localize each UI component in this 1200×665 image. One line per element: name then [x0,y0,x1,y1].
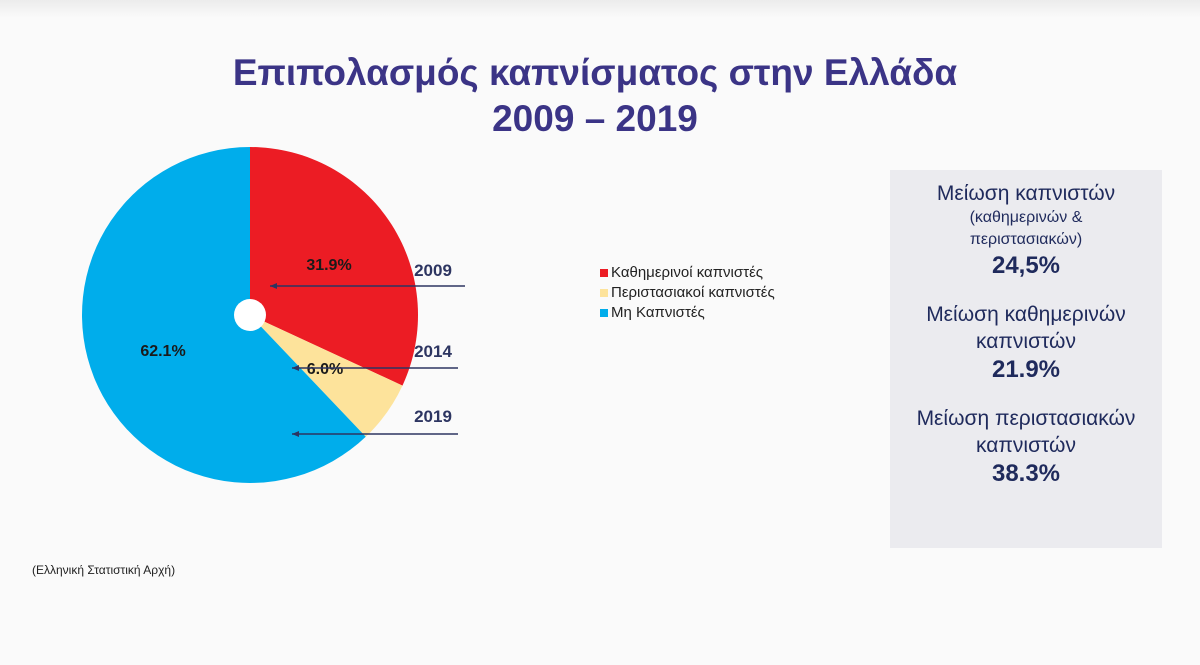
data-label: 31.9% [306,257,351,274]
year-annotation: 2009 [414,261,452,280]
arrow-head-icon [292,431,299,437]
year-annotation: 2014 [414,342,452,361]
reduction-smokers-value: 24,5% [991,252,1061,279]
legend-item-nonsmokers: Μη Καπνιστές [600,303,775,323]
year-annotation: 2019 [414,407,452,426]
reduction-daily-value: 21.9% [991,356,1061,383]
pie-center-hole [234,299,266,331]
reduction-daily-heading: καπνιστών [976,330,1076,353]
reduction-occasional-heading: Μείωση περιστασιακών [916,407,1136,430]
chart-title: Επιπολασμός καπνίσματος στην Ελλάδα [232,52,958,93]
data-label: 6.0% [307,361,343,378]
legend-swatch [600,309,608,317]
arrow-head-icon [270,283,277,289]
chart-subtitle: 2009 – 2019 [492,98,698,139]
pie-slice-3 [82,147,366,483]
legend-item-daily: Καθημερινοί καπνιστές [600,263,775,283]
reduction-daily-heading: Μείωση καθημερινών [926,303,1126,326]
arrow-head-icon [292,365,299,371]
source-note: (Ελληνική Στατιστική Αρχή) [32,563,176,577]
pie-slice-2 [250,315,403,437]
reduction-smokers-sub: περιστασιακών) [969,231,1083,248]
legend-swatch [600,289,608,297]
reduction-occasional-value: 38.3% [991,460,1061,487]
reduction-smokers-heading: Μείωση καπνιστών [936,182,1116,205]
top-bar [0,0,1200,18]
legend-swatch [600,269,608,277]
pie-slice-1 [250,147,418,386]
reduction-smokers-sub: (καθημερινών & [969,209,1083,226]
legend: Καθημερινοί καπνιστές Περιστασιακοί καπν… [600,263,775,323]
summary-panel: Μείωση καπνιστών (καθημερινών & περιστασ… [890,170,1162,548]
reduction-occasional-heading: καπνιστών [976,434,1076,457]
data-label: 62.1% [140,343,185,360]
legend-item-occasional: Περιστασιακοί καπνιστές [600,283,775,303]
